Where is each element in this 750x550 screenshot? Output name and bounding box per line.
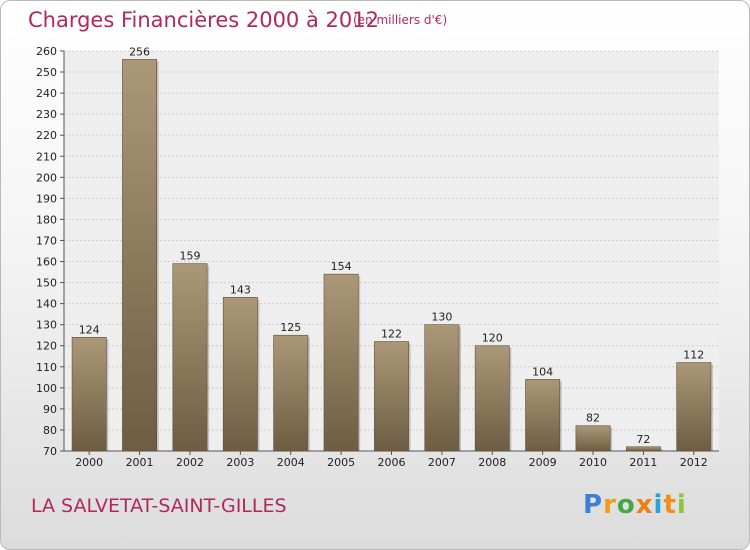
y-tick-label: 120 bbox=[36, 340, 57, 353]
bar bbox=[71, 337, 107, 452]
bar bbox=[374, 341, 409, 452]
x-tick-label: 2010 bbox=[579, 456, 607, 469]
bar-value-label: 143 bbox=[230, 283, 251, 296]
bar bbox=[323, 273, 359, 452]
y-tick-label: 190 bbox=[36, 192, 57, 205]
y-tick-label: 250 bbox=[36, 66, 57, 79]
y-tick-label: 70 bbox=[43, 445, 57, 458]
bar bbox=[222, 297, 258, 452]
x-tick-label: 2004 bbox=[277, 456, 305, 469]
bar-value-label: 256 bbox=[129, 45, 150, 58]
y-tick-label: 80 bbox=[43, 424, 57, 437]
logo-letter: t bbox=[663, 490, 677, 520]
y-tick-label: 260 bbox=[36, 45, 57, 58]
y-tick-label: 210 bbox=[36, 150, 57, 163]
logo-letter: i bbox=[676, 490, 687, 520]
bar bbox=[525, 379, 561, 452]
x-tick-label: 2008 bbox=[478, 456, 506, 469]
y-tick-label: 230 bbox=[36, 108, 57, 121]
x-tick-label: 2009 bbox=[529, 456, 557, 469]
y-tick-label: 170 bbox=[36, 234, 57, 247]
x-tick-label: 2001 bbox=[126, 456, 154, 469]
y-tick-label: 200 bbox=[36, 171, 57, 184]
bar bbox=[625, 446, 661, 452]
y-tick-label: 160 bbox=[36, 256, 57, 269]
x-tick-label: 2003 bbox=[226, 456, 254, 469]
bar-value-label: 122 bbox=[381, 328, 402, 341]
x-tick-label: 2011 bbox=[629, 456, 657, 469]
bar bbox=[273, 334, 309, 452]
logo-letter: P bbox=[583, 490, 604, 520]
logo-letter: i bbox=[653, 490, 664, 520]
y-tick-label: 220 bbox=[36, 129, 57, 142]
bar-value-label: 120 bbox=[482, 332, 503, 345]
chart-subtitle: (en milliers d'€) bbox=[353, 13, 448, 27]
x-tick-label: 2007 bbox=[428, 456, 456, 469]
bar-value-label: 130 bbox=[431, 311, 452, 324]
bar-value-label: 104 bbox=[532, 365, 553, 378]
y-tick-label: 100 bbox=[36, 382, 57, 395]
x-tick-label: 2005 bbox=[327, 456, 355, 469]
bar bbox=[172, 263, 208, 452]
logo-letter: o bbox=[616, 490, 636, 520]
x-tick-label: 2012 bbox=[680, 456, 708, 469]
bar-value-label: 125 bbox=[280, 321, 301, 334]
logo-letter: x bbox=[635, 490, 654, 520]
y-tick-label: 130 bbox=[36, 319, 57, 332]
proxiti-logo: Proxiti bbox=[583, 490, 687, 520]
y-tick-label: 110 bbox=[36, 361, 57, 374]
x-tick-label: 2006 bbox=[378, 456, 406, 469]
chart-title: Charges Financières 2000 à 2012 bbox=[28, 8, 379, 32]
bar-value-label: 82 bbox=[586, 412, 600, 425]
bar-value-label: 72 bbox=[636, 433, 650, 446]
y-tick-label: 150 bbox=[36, 277, 57, 290]
bar-value-label: 154 bbox=[331, 260, 352, 273]
bar bbox=[676, 362, 712, 452]
bar bbox=[474, 345, 510, 452]
y-tick-label: 90 bbox=[43, 403, 57, 416]
logo-letter: r bbox=[603, 490, 617, 520]
bar-value-label: 159 bbox=[179, 250, 200, 263]
y-tick-label: 180 bbox=[36, 213, 57, 226]
place-name: LA SALVETAT-SAINT-GILLES bbox=[31, 495, 287, 517]
x-tick-label: 2002 bbox=[176, 456, 204, 469]
bar bbox=[575, 425, 611, 452]
bar-value-label: 112 bbox=[683, 349, 704, 362]
x-tick-label: 2000 bbox=[75, 456, 103, 469]
y-tick-label: 240 bbox=[36, 87, 57, 100]
bar bbox=[122, 59, 158, 452]
bar-value-label: 124 bbox=[79, 323, 100, 336]
bar bbox=[424, 324, 460, 452]
y-tick-label: 140 bbox=[36, 298, 57, 311]
